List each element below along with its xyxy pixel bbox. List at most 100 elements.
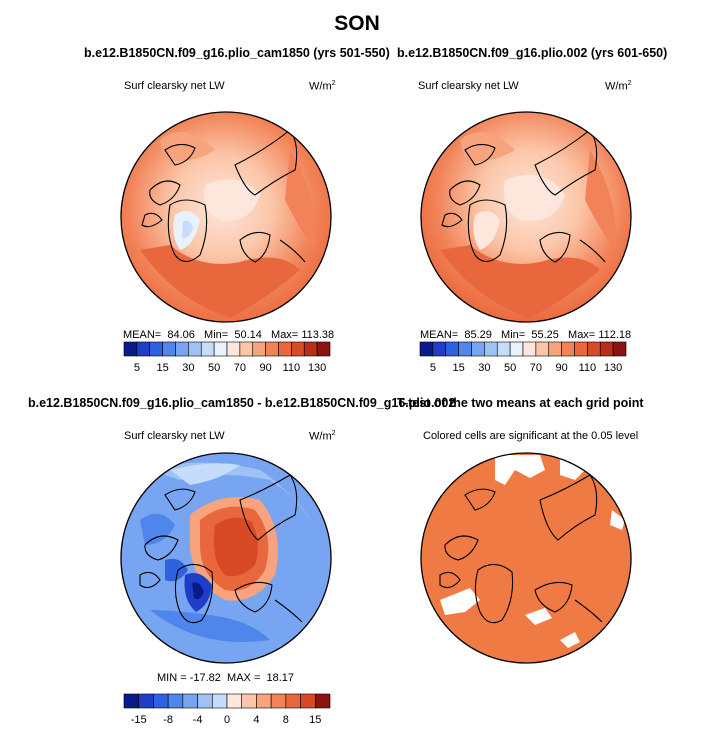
- panel3-blue-south: [150, 610, 270, 642]
- panel1-coast-alaska: [164, 143, 196, 166]
- panel1-mean-label: MEAN=: [123, 329, 162, 341]
- panel1-coast-eurasia: [234, 129, 298, 196]
- panel2-max-value: 112.18: [598, 329, 632, 341]
- panel4-nonsig-northeast: [560, 458, 585, 480]
- panel3-coast-eurasia: [239, 474, 298, 541]
- panel2-coast-greenland: [467, 199, 508, 263]
- panel1-colorbar-label: 5: [134, 362, 140, 374]
- panel2-colorbar-label: 30: [478, 362, 490, 374]
- panel4-coast-alaska: [464, 488, 496, 511]
- panel2-max-label: Max=: [568, 329, 596, 341]
- panel2-coast-eurasia: [534, 129, 598, 196]
- panel1-colorbar-label: 90: [260, 362, 272, 374]
- panel4-nonsig-southwest: [440, 588, 480, 615]
- panel3-colorbar: -15 -8 -4 0 4 8 15: [123, 693, 331, 726]
- panel3-blue-west: [140, 513, 175, 545]
- panel3-max-label: MAX =: [227, 672, 261, 684]
- panel1-warm-region-east: [285, 150, 316, 250]
- panel1-unit-text: W/m: [309, 80, 332, 93]
- panel1-stats: MEAN= 84.06 Min= 50.14 Max= 113.38: [123, 329, 334, 341]
- panel4-coast-canada: [439, 535, 479, 589]
- panel2-unit-sup: 2: [627, 80, 632, 87]
- panel4-significant-field: [421, 453, 631, 663]
- panel1-max-label: Max=: [271, 329, 299, 341]
- panel1-unit-sup: 2: [331, 80, 336, 87]
- panel2-unit-text: W/m: [605, 80, 628, 93]
- panel2-coast-europe: [579, 239, 606, 263]
- panel2-colorbar: 5 15 30 50 70 90 110 130: [419, 341, 627, 374]
- panel4-title: T-test of the two means at each grid poi…: [397, 396, 644, 410]
- panel2-title: b.e12.B1850CN.f09_g16.plio.002 (yrs 601-…: [397, 46, 668, 60]
- panel1-colorbar-label: 70: [234, 362, 246, 374]
- panel1-colorbar-label: 50: [208, 362, 220, 374]
- panel2-pale-arctic: [504, 175, 565, 221]
- panel2-coast-alaska: [464, 143, 496, 166]
- panel4-map-border: [420, 452, 632, 664]
- panel1-colorbar-label: 30: [182, 362, 194, 374]
- panel4-coast-scandinavia: [534, 581, 573, 613]
- panel3-min-value: -17.82: [189, 672, 221, 684]
- panel4-nonsig-north: [495, 455, 545, 485]
- panel2-subtitle: Surf clearsky net LW: [418, 80, 519, 92]
- panel2-warm-pacific: [460, 132, 515, 162]
- panel2-min-label: Min=: [501, 329, 526, 341]
- panel1-min-label: Min=: [204, 329, 229, 341]
- panel3-colorbar-box: [314, 693, 331, 709]
- panel1-unit: W/m2: [309, 80, 336, 93]
- panel1-colorbar-label: 15: [157, 362, 169, 374]
- panel3-warm-arctic-core: [213, 517, 258, 577]
- panel2-coast-scandinavia: [539, 231, 571, 263]
- panel2-colorbar-label: 110: [579, 362, 597, 374]
- panel3-colorbar-label: 0: [224, 714, 230, 726]
- panel3-cool-canada: [165, 558, 188, 582]
- panel3-coast-canada: [139, 535, 179, 589]
- panel1-map-border: [120, 111, 332, 323]
- panel2-colorbar-box: [612, 341, 627, 357]
- panel1-max-value: 113.38: [301, 329, 335, 341]
- panel1-colorbar-label: 130: [308, 362, 326, 374]
- panel2-colorbar-label: 130: [604, 362, 622, 374]
- panel4-nonsig-southeast: [560, 632, 580, 648]
- panel3-coast-europe: [274, 599, 303, 623]
- panel2-colorbar-label: 90: [556, 362, 568, 374]
- panel1-cool-greenland-inner: [182, 220, 193, 239]
- panel3-cold-greenland-core: [192, 582, 204, 600]
- panel3-stats: MIN = -17.82 MAX = 18.17: [157, 672, 294, 684]
- panel3-colorbar-label: 15: [309, 714, 321, 726]
- panel2-map-border: [420, 111, 632, 323]
- panel3-unit-sup: 2: [331, 430, 336, 437]
- panel3-subtitle: Surf clearsky net LW: [124, 430, 225, 442]
- page-title: SON: [334, 12, 380, 35]
- panel2-warm-region-east: [585, 150, 616, 250]
- panel2-mean-label: MEAN=: [420, 329, 459, 341]
- panel1-warm-pacific: [160, 132, 215, 162]
- panel2-colorbar-label: 15: [453, 362, 465, 374]
- panel2-unit: W/m2: [605, 80, 632, 93]
- panel2-pale-greenland: [473, 211, 500, 250]
- panel1-pale-arctic: [204, 179, 260, 221]
- panel3-title: b.e12.B1850CN.f09_g16.plio_cam1850 - b.e…: [28, 396, 456, 410]
- panel3-colorbar-label: -15: [131, 714, 147, 726]
- panel1-warm-region-south: [140, 245, 300, 318]
- panel1-title: b.e12.B1850CN.f09_g16.plio_cam1850 (yrs …: [84, 46, 390, 60]
- panel2-stats: MEAN= 85.29 Min= 55.25 Max= 112.18: [420, 329, 631, 341]
- panel4-nonsig-south: [525, 608, 552, 625]
- panel4-subtitle: Colored cells are significant at the 0.0…: [423, 430, 639, 442]
- panel4-nonsig-east: [610, 510, 625, 530]
- panel1-coast-canada: [141, 180, 181, 228]
- panel1-subtitle: Surf clearsky net LW: [124, 80, 225, 92]
- panel1-colorbar-label: 110: [283, 362, 301, 374]
- panel2-colorbar-label: 70: [530, 362, 542, 374]
- panel3-colorbar-label: 4: [253, 714, 259, 726]
- panel3-min-label: MIN =: [157, 672, 187, 684]
- panel3-coast-alaska: [164, 488, 196, 511]
- panel2-mean-value: 85.29: [464, 329, 492, 341]
- panel3-coast-scandinavia: [234, 581, 273, 613]
- panel1-coast-scandinavia: [239, 231, 271, 263]
- panel1-mean-value: 84.06: [167, 329, 195, 341]
- panel2-colorbar-label: 50: [504, 362, 516, 374]
